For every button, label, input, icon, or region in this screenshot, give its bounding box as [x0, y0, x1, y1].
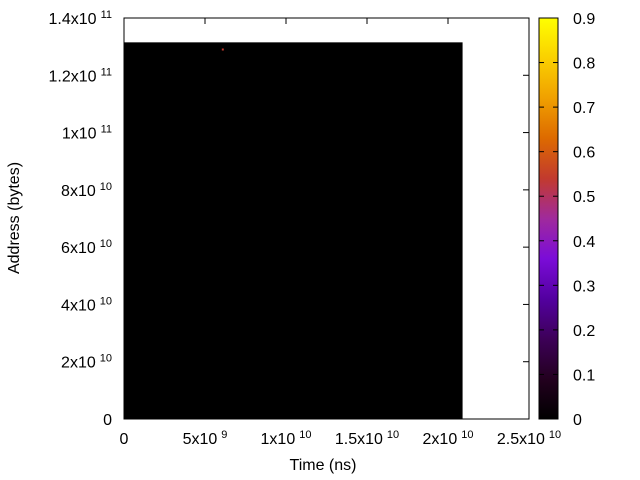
y-tick-label: 6x10 10 [61, 238, 112, 257]
colorbar-tick-label: 0.2 [573, 323, 595, 340]
y-tick-label: 4x10 10 [61, 295, 112, 314]
y-tick-label: 1.2x10 11 [49, 66, 112, 85]
y-tick-label: 2x10 10 [61, 353, 112, 372]
x-tick-label: 1x10 10 [261, 429, 312, 448]
colorbar-tick-label: 0.1 [573, 367, 595, 384]
colorbar-tick-label: 0.9 [573, 11, 595, 28]
y-tick-label: 1.4x10 11 [49, 9, 112, 28]
x-tick-label: 2x10 10 [423, 429, 474, 448]
y-tick-label: 0 [103, 412, 112, 429]
colorbar-tick-label: 0.4 [573, 234, 595, 251]
y-axis-title: Address (bytes) [6, 162, 23, 274]
colorbar-tick-label: 0.3 [573, 278, 595, 295]
heatmap-hotspot [221, 48, 224, 51]
x-tick-label: 1.5x10 10 [335, 429, 399, 448]
x-tick-label: 2.5x10 10 [497, 429, 561, 448]
colorbar-tick-label: 0 [573, 412, 582, 429]
colorbar-tick-label: 0.6 [573, 145, 595, 162]
colorbar-tick-label: 0.8 [573, 56, 595, 73]
colorbar-tick-label: 0.7 [573, 100, 595, 117]
colorbar [538, 17, 559, 420]
plot-frame [123, 17, 530, 420]
heatmap-region [124, 42, 463, 419]
x-tick-label: 5x10 9 [183, 429, 228, 448]
x-axis-title: Time (ns) [290, 457, 357, 474]
y-tick-label: 1x10 11 [62, 124, 112, 143]
x-tick-label: 0 [120, 431, 129, 448]
y-tick-label: 8x10 10 [61, 181, 112, 200]
colorbar-tick-label: 0.5 [573, 189, 595, 206]
